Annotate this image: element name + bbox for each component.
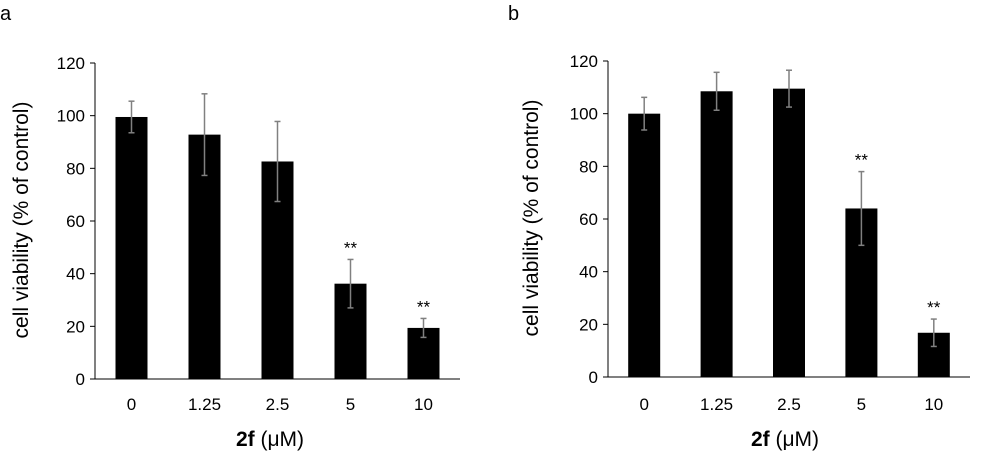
y-tick-label-b: 100 [570,105,598,124]
y-tick-label-b: 120 [570,52,598,71]
y-tick-label-a: 120 [57,54,85,73]
panel-label-a: a [0,3,12,25]
y-axis-label-a: cell viability (% of control) [10,102,33,339]
x-axis-label-unit-b: (μM) [770,428,819,451]
x-tick-label-a: 5 [346,395,355,414]
y-tick-label-a: 20 [66,317,85,336]
x-tick-label-a: 2.5 [266,395,290,414]
bar-b-1 [700,91,733,378]
x-tick-label-b: 1.25 [700,395,733,414]
x-axis-label-bold-a: 2f [236,428,256,451]
x-axis-label-bold-b: 2f [751,428,771,451]
x-axis-label-b: 2f (μM) [751,428,819,451]
chart-panel-a: a cell viability (% of control) 2f (μM) … [0,3,460,451]
panel-label-b: b [508,3,519,25]
x-axis-label-unit-a: (μM) [255,428,304,451]
y-tick-label-b: 40 [579,263,598,282]
chart-panel-b: b cell viability (% of control) 2f (μM) … [508,3,970,451]
y-tick-label-a: 0 [76,370,85,389]
bar-a-0 [115,116,148,379]
bar-b-0 [628,113,661,378]
y-tick-label-a: 100 [57,107,85,126]
significance-label-a: ** [417,297,431,316]
x-tick-label-b: 5 [857,395,866,414]
bar-b-2 [773,88,805,378]
significance-label-b: ** [927,298,941,317]
y-tick-label-a: 40 [66,265,85,284]
x-tick-label-a: 1.25 [188,395,221,414]
y-tick-label-a: 60 [66,212,85,231]
y-tick-label-a: 80 [66,159,85,178]
x-axis-label-a: 2f (μM) [236,428,304,451]
y-tick-label-b: 80 [579,157,598,176]
x-tick-label-a: 10 [414,395,433,414]
x-tick-label-b: 10 [924,395,943,414]
x-tick-label-b: 2.5 [777,395,801,414]
x-tick-label-b: 0 [639,395,648,414]
y-axis-label-b: cell viability (% of control) [520,100,543,337]
x-tick-label-a: 0 [127,395,136,414]
y-tick-label-b: 20 [579,315,598,334]
significance-label-a: ** [344,238,358,257]
y-tick-label-b: 0 [589,368,598,387]
significance-label-b: ** [855,151,869,170]
y-tick-label-b: 60 [579,210,598,229]
